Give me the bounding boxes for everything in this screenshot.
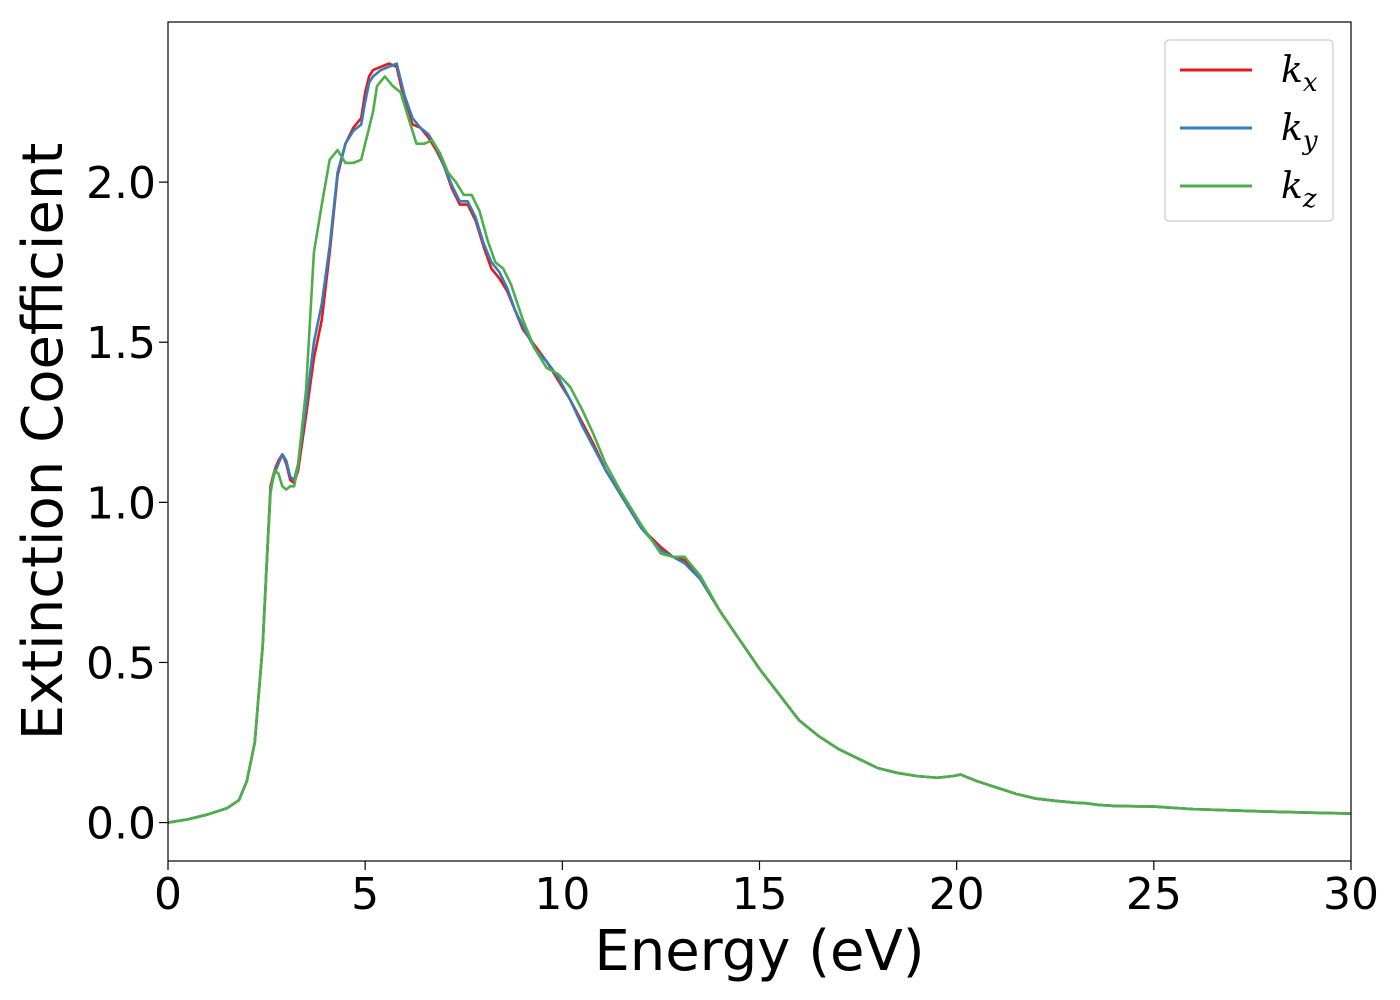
x-tick-label: 25 — [1126, 869, 1182, 920]
y-tick-label: 2.0 — [86, 158, 156, 209]
x-axis-title: Energy (eV) — [594, 919, 924, 984]
x-axis-ticks: 0 5 10 15 20 25 30 — [154, 861, 1379, 920]
y-tick-label: 0.5 — [86, 638, 156, 689]
x-tick-label: 5 — [351, 869, 379, 920]
y-tick-label: 0.0 — [86, 799, 156, 850]
legend-box — [1164, 39, 1334, 222]
legend-label-x: kx — [1281, 50, 1318, 98]
x-tick-label: 0 — [154, 869, 182, 920]
series-layer — [168, 62, 1351, 824]
x-tick-label: 10 — [534, 869, 590, 920]
legend-label-y: ky — [1281, 108, 1318, 156]
y-axis-title: Extinction Coefficient — [11, 143, 76, 741]
y-tick-label: 1.5 — [86, 318, 156, 369]
y-tick-label: 1.0 — [86, 478, 156, 529]
legend: kx ky kz — [1164, 39, 1334, 222]
x-tick-label: 30 — [1323, 869, 1379, 920]
x-tick-label: 20 — [929, 869, 985, 920]
x-tick-label: 15 — [732, 869, 788, 920]
series-line-z — [168, 75, 1351, 824]
legend-label-z: kz — [1281, 166, 1317, 214]
y-axis-ticks: 0.0 0.5 1.0 1.5 2.0 — [86, 158, 168, 850]
